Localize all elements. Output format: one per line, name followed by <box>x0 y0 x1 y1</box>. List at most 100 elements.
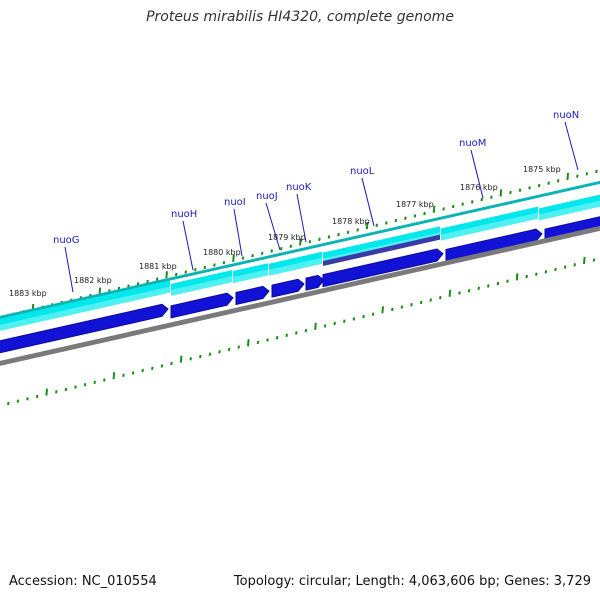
tick-mark <box>327 235 331 239</box>
tick-mark <box>318 237 321 242</box>
tick-mark <box>333 321 336 326</box>
tick-mark <box>563 265 567 269</box>
tick-mark <box>477 286 480 290</box>
tick-mark <box>432 205 436 213</box>
tick-mark <box>194 268 197 272</box>
tick-mark <box>103 378 106 382</box>
gene-labels: nuoG nuoH nuoI nuoJ nuoK nuoL nuoM nuoN <box>53 110 579 293</box>
tick-mark <box>160 364 164 368</box>
tick-mark <box>346 230 350 234</box>
kbp-label: 1878 kbp <box>332 217 370 226</box>
kbp-label: 1876 kbp <box>460 183 498 192</box>
tick-mark <box>592 258 596 262</box>
tick-mark <box>391 307 394 312</box>
kbp-label: 1877 kbp <box>396 200 434 209</box>
tick-mark <box>131 371 135 375</box>
tick-mark <box>270 249 273 253</box>
tick-mark <box>583 256 586 265</box>
tick-mark <box>74 385 77 389</box>
tick-mark <box>247 339 250 347</box>
tick-mark <box>451 204 455 209</box>
gene-label-line <box>470 149 484 199</box>
gene-label-nuoL: nuoL <box>350 166 375 177</box>
gene-label-line <box>564 121 579 171</box>
tick-mark <box>199 354 202 359</box>
tick-mark <box>337 232 340 237</box>
tick-mark <box>442 207 445 211</box>
tick-mark <box>266 338 269 342</box>
reverse-gene-arrow <box>235 285 270 306</box>
tick-mark <box>165 271 168 279</box>
gene-label-nuoM: nuoM <box>459 138 486 149</box>
gene-label-line <box>265 202 281 251</box>
tick-mark <box>528 186 531 190</box>
kbp-label: 1883 kbp <box>9 289 47 298</box>
gene-label-nuoH: nuoH <box>171 209 197 220</box>
tick-mark <box>448 289 452 297</box>
reverse-gene-arrow <box>271 278 305 298</box>
map-title: Proteus mirabilis HI4320, complete genom… <box>146 9 454 25</box>
tick-mark <box>499 189 503 197</box>
tick-mark <box>83 383 87 387</box>
tick-mark <box>467 288 471 293</box>
tick-mark <box>64 387 68 392</box>
reverse-gene-arrow <box>445 228 543 263</box>
tick-mark <box>410 303 413 307</box>
tick-mark <box>576 174 579 178</box>
tick-mark <box>256 340 260 345</box>
tick-mark <box>365 222 369 230</box>
tick-mark <box>515 273 519 281</box>
tick-mark <box>518 188 522 192</box>
forward-gene-track <box>0 180 600 331</box>
tick-mark <box>381 306 384 314</box>
tick-mark <box>375 223 379 227</box>
reverse-gene-arrow <box>170 292 234 319</box>
tick-mark <box>232 254 235 262</box>
tick-mark <box>112 372 116 380</box>
gene-label-nuoG: nuoG <box>53 235 80 246</box>
tick-mark <box>7 401 10 406</box>
tick-mark <box>394 218 398 223</box>
gene-label-line <box>64 246 74 293</box>
tick-mark <box>400 305 404 309</box>
tick-mark <box>203 265 207 270</box>
tick-mark <box>537 183 541 188</box>
tick-mark <box>295 331 298 335</box>
tick-mark <box>98 287 102 295</box>
tick-mark <box>184 270 188 274</box>
tick-mark <box>385 221 388 225</box>
tick-mark <box>151 366 154 370</box>
tick-mark <box>279 246 283 251</box>
tick-mark <box>461 202 464 206</box>
gene-label-line <box>233 208 243 257</box>
tick-mark <box>122 373 125 378</box>
tick-mark <box>470 200 474 204</box>
kbp-labels: 1883 kbp 1882 kbp 1881 kbp 1880 kbp 1879 kbp… <box>9 165 561 298</box>
tick-mark <box>218 350 221 354</box>
tick-mark <box>222 261 226 265</box>
reverse-gene-track <box>0 216 600 354</box>
reverse-gene-arrow <box>0 303 169 354</box>
tick-mark <box>573 263 576 267</box>
tick-mark <box>299 238 302 246</box>
tick-mark <box>556 179 560 183</box>
tick-mark <box>429 298 432 302</box>
tick-mark <box>275 335 279 340</box>
tick-mark <box>439 296 442 300</box>
gene-label-nuoK: nuoK <box>286 182 312 193</box>
tick-mark <box>404 216 407 220</box>
tick-mark <box>585 172 589 176</box>
tick-mark <box>308 239 312 244</box>
tick-mark <box>413 214 417 218</box>
reverse-gene-arrow <box>305 274 325 291</box>
forward-gene-highlight <box>171 276 232 296</box>
forward-gene-highlight <box>233 269 268 284</box>
tick-mark <box>506 279 509 283</box>
tick-mark <box>544 270 548 274</box>
tick-mark <box>595 169 598 174</box>
tick-mark <box>45 388 48 396</box>
tick-mark <box>423 211 426 216</box>
forward-gene-highlight <box>269 257 322 276</box>
tick-mark <box>285 333 288 338</box>
